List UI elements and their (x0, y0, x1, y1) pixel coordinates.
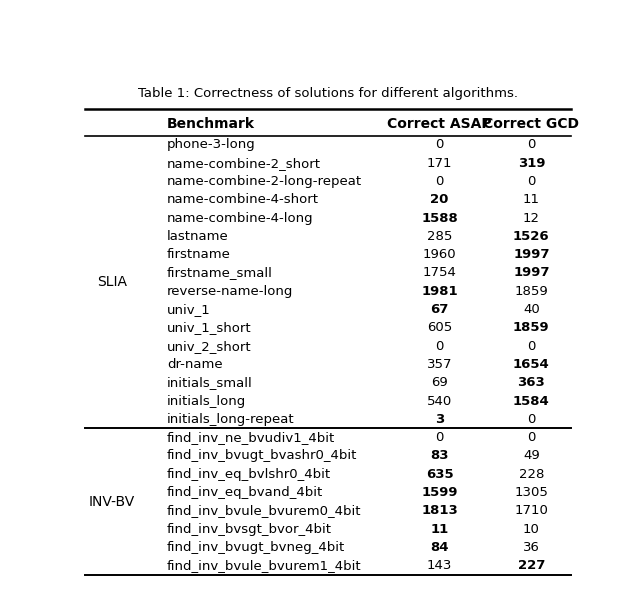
Text: 605: 605 (427, 321, 452, 334)
Text: initials_small: initials_small (167, 376, 253, 389)
Text: 0: 0 (527, 431, 536, 444)
Text: 1997: 1997 (513, 267, 550, 280)
Text: 1599: 1599 (421, 486, 458, 499)
Text: 3: 3 (435, 413, 444, 426)
Text: find_inv_bvugt_bvashr0_4bit: find_inv_bvugt_bvashr0_4bit (167, 450, 357, 463)
Text: 0: 0 (527, 340, 536, 353)
Text: 1526: 1526 (513, 230, 550, 243)
Text: 84: 84 (430, 541, 449, 554)
Text: 319: 319 (518, 157, 545, 170)
Text: Correct GCD: Correct GCD (483, 117, 579, 131)
Text: find_inv_bvule_bvurem0_4bit: find_inv_bvule_bvurem0_4bit (167, 504, 362, 517)
Text: univ_1_short: univ_1_short (167, 321, 252, 334)
Text: 1588: 1588 (421, 211, 458, 225)
Text: 0: 0 (527, 138, 536, 151)
Text: 1981: 1981 (421, 285, 458, 298)
Text: 0: 0 (435, 340, 444, 353)
Text: 357: 357 (427, 358, 452, 371)
Text: 1960: 1960 (423, 248, 456, 261)
Text: 11: 11 (431, 523, 449, 536)
Text: 1584: 1584 (513, 394, 550, 407)
Text: 635: 635 (426, 467, 453, 481)
Text: 227: 227 (518, 559, 545, 572)
Text: 36: 36 (523, 541, 540, 554)
Text: 11: 11 (523, 193, 540, 206)
Text: 0: 0 (527, 175, 536, 188)
Text: 171: 171 (427, 157, 452, 170)
Text: find_inv_eq_bvlshr0_4bit: find_inv_eq_bvlshr0_4bit (167, 467, 331, 481)
Text: 12: 12 (523, 211, 540, 225)
Text: name-combine-4-long: name-combine-4-long (167, 211, 314, 225)
Text: lastname: lastname (167, 230, 228, 243)
Text: 49: 49 (523, 450, 540, 463)
Text: find_inv_ne_bvudiv1_4bit: find_inv_ne_bvudiv1_4bit (167, 431, 335, 444)
Text: 1710: 1710 (515, 504, 548, 517)
Text: 1859: 1859 (513, 321, 550, 334)
Text: reverse-name-long: reverse-name-long (167, 285, 293, 298)
Text: find_inv_bvsgt_bvor_4bit: find_inv_bvsgt_bvor_4bit (167, 523, 332, 536)
Text: name-combine-4-short: name-combine-4-short (167, 193, 319, 206)
Text: initials_long: initials_long (167, 394, 246, 407)
Text: name-combine-2-long-repeat: name-combine-2-long-repeat (167, 175, 362, 188)
Text: 0: 0 (435, 175, 444, 188)
Text: firstname_small: firstname_small (167, 267, 273, 280)
Text: 69: 69 (431, 376, 448, 389)
Text: 1654: 1654 (513, 358, 550, 371)
Text: dr-name: dr-name (167, 358, 223, 371)
Text: 1813: 1813 (421, 504, 458, 517)
Text: 363: 363 (518, 376, 545, 389)
Text: 1997: 1997 (513, 248, 550, 261)
Text: SLIA: SLIA (97, 275, 127, 289)
Text: initials_long-repeat: initials_long-repeat (167, 413, 294, 426)
Text: 40: 40 (523, 303, 540, 316)
Text: 0: 0 (527, 413, 536, 426)
Text: Correct ASAP: Correct ASAP (387, 117, 492, 131)
Text: 1859: 1859 (515, 285, 548, 298)
Text: find_inv_eq_bvand_4bit: find_inv_eq_bvand_4bit (167, 486, 323, 499)
Text: INV-BV: INV-BV (89, 495, 136, 508)
Text: 285: 285 (427, 230, 452, 243)
Text: 1754: 1754 (422, 267, 456, 280)
Text: 67: 67 (431, 303, 449, 316)
Text: name-combine-2_short: name-combine-2_short (167, 157, 321, 170)
Text: univ_1: univ_1 (167, 303, 211, 316)
Text: 83: 83 (430, 450, 449, 463)
Text: Table 1: Correctness of solutions for different algorithms.: Table 1: Correctness of solutions for di… (138, 87, 518, 100)
Text: 0: 0 (435, 138, 444, 151)
Text: phone-3-long: phone-3-long (167, 138, 255, 151)
Text: univ_2_short: univ_2_short (167, 340, 252, 353)
Text: 20: 20 (431, 193, 449, 206)
Text: find_inv_bvugt_bvneg_4bit: find_inv_bvugt_bvneg_4bit (167, 541, 345, 554)
Text: find_inv_bvule_bvurem1_4bit: find_inv_bvule_bvurem1_4bit (167, 559, 362, 572)
Text: firstname: firstname (167, 248, 230, 261)
Text: 1305: 1305 (515, 486, 548, 499)
Text: 143: 143 (427, 559, 452, 572)
Text: Benchmark: Benchmark (167, 117, 255, 131)
Text: 0: 0 (435, 431, 444, 444)
Text: 540: 540 (427, 394, 452, 407)
Text: 228: 228 (518, 467, 544, 481)
Text: 10: 10 (523, 523, 540, 536)
